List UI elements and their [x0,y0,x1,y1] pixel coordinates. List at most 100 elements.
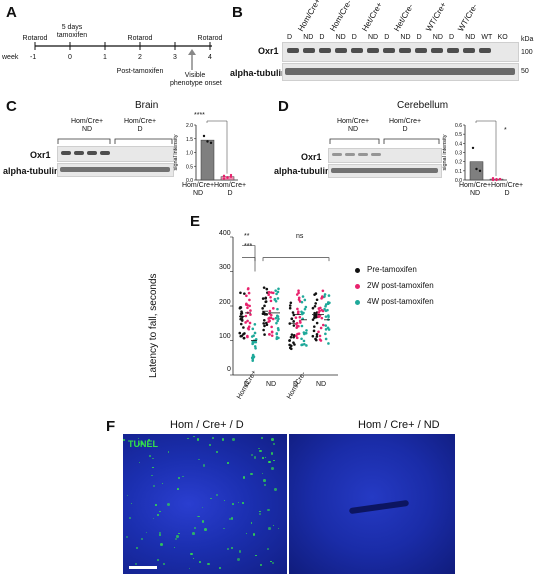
c-bar-chart: 0.0 0.5 1.0 1.5 2.0 signal intensity [173,120,238,184]
tubulin-label-b: alpha-tubulin [230,68,287,78]
sig-bracket [206,120,228,174]
data-point [324,337,328,341]
e-xlabel: D [293,381,299,388]
data-point [303,342,306,346]
data-point [249,313,252,316]
c-significance: **** [194,112,205,119]
tunel-positive-cell [259,513,261,516]
y-axis-label: signal intensity [442,134,448,170]
data-point [268,309,272,313]
blot-group-label: WT/Cre- [456,2,480,33]
tunel-positive-cell [147,438,150,441]
tunel-positive-cell [272,442,276,445]
tunel-positive-cell [159,511,161,513]
y-tick-label: 1.5 [186,137,193,143]
tunel-positive-cell [192,557,195,559]
data-point [491,178,495,182]
tunel-positive-cell [187,437,189,439]
y-tick-label: 0.5 [186,164,193,170]
data-point [261,307,264,310]
data-point [292,335,295,339]
tunel-positive-cell [260,437,263,440]
data-point [264,300,268,303]
data-point [475,167,478,171]
data-point [292,320,295,323]
data-point [321,309,325,313]
tunel-positive-cell [156,514,160,517]
tunel-positive-cell [173,546,175,548]
data-point [275,292,278,296]
tunel-positive-cell [274,488,277,491]
tunel-positive-cell [155,504,157,506]
data-point [327,342,330,345]
data-point [314,302,317,305]
blot-lane-label: ND [368,34,379,41]
data-point [313,304,317,308]
e-xlabel: ND [316,381,327,388]
data-point [263,324,266,328]
tubulin-blot-d [328,164,442,178]
data-point [324,315,328,318]
data-point [246,319,249,323]
data-point [222,177,226,180]
tunel-positive-cell [157,559,159,561]
oxr1-label-b: Oxr1 [258,46,279,56]
data-point [251,342,254,346]
tissue-fold [348,499,410,515]
oxr1-label-d: Oxr1 [301,152,322,162]
data-point [275,332,279,336]
tunel-positive-cell [198,458,200,461]
data-point [288,304,292,307]
tunel-positive-cell [147,445,149,447]
sig-bracket [242,245,256,262]
timeline-week-label: week [2,54,19,61]
oxr1-label-c: Oxr1 [30,150,51,160]
timeline-event-rotarod-3: Rotarod [197,35,223,42]
tunel-image-nd [289,434,455,574]
data-point [263,304,266,308]
tunel-positive-cell [177,488,180,490]
data-point [274,299,278,303]
y-tick-label: 0.0 [455,178,462,184]
data-point [321,323,325,327]
tubulin-blot-c [57,163,174,177]
y-tick-label: 0.6 [455,123,462,129]
blot-lane-label: KO [497,34,508,41]
data-point [277,317,280,321]
legend-marker-pre [355,268,360,273]
data-point [289,335,293,339]
tunel-positive-cell [152,457,154,460]
data-point [305,329,308,332]
blot-lane-label: D [384,34,390,41]
data-point [304,305,308,309]
data-point [277,336,280,340]
data-point [292,341,295,344]
blot-group-label: Hom/Cre- [328,0,354,34]
e-ytick: 400 [219,230,231,237]
legend-2w: 2W post-tamoxifen [367,281,434,290]
tunel-positive-cell [148,455,151,458]
blot-group-label: WT/Cre+ [424,0,449,33]
tunel-label: TUNEL [128,439,158,449]
ns-bracket [262,257,330,262]
tunel-positive-cell [259,563,263,566]
blot-lane-label: ND [400,34,411,41]
data-point [253,331,257,335]
week-tick: -1 [30,54,37,61]
data-point [242,336,246,340]
data-point [313,293,316,296]
tunel-positive-cell [257,447,260,450]
data-point [292,313,296,317]
f-right-title: Hom / Cre+ / ND [358,419,440,431]
data-point [239,291,242,295]
y-tick-label: 0.3 [455,151,462,157]
blot-lane-label: D [319,34,325,41]
data-point [269,299,273,303]
tunel-positive-cell [270,467,274,471]
data-point [295,293,299,296]
data-point [276,307,279,311]
data-point [253,345,257,348]
data-point [326,308,329,312]
tunel-positive-cell [270,561,272,563]
week-tick: 1 [103,54,107,61]
